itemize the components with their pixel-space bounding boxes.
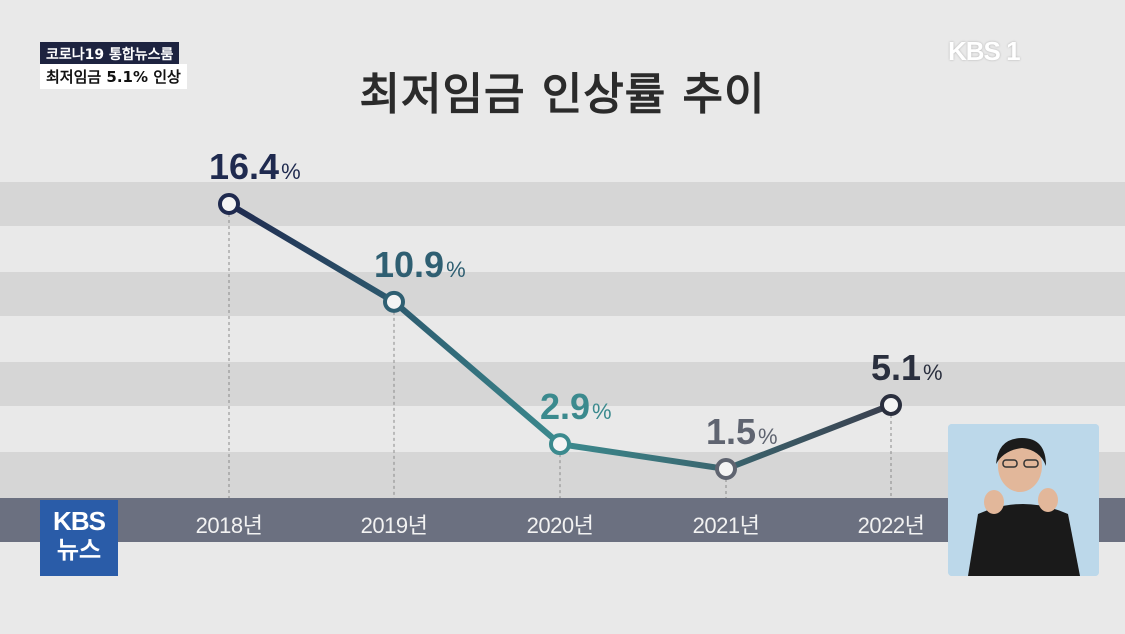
grid-band: [0, 272, 1125, 316]
data-label-value: 2.9: [540, 386, 591, 428]
program-badge: 코로나19 통합뉴스룸: [40, 42, 180, 66]
data-point-4: [880, 393, 902, 416]
data-label-unit: %: [758, 424, 778, 449]
series-line-segment: [723, 401, 894, 472]
sign-language-interpreter: [948, 424, 1099, 576]
x-tick-label: 2018년: [195, 513, 263, 538]
data-label-value: 10.9: [374, 243, 445, 285]
x-tick-label: 2019년: [360, 513, 428, 538]
x-tick-label: 2021년: [692, 513, 760, 538]
interpreter-image: [948, 424, 1099, 576]
x-axis-band: [0, 498, 1125, 542]
data-point-0: [218, 193, 240, 215]
series-line-segment: [226, 201, 397, 305]
data-point-3: [715, 458, 737, 480]
data-label-unit: %: [923, 359, 943, 385]
data-label-value: 16.4: [209, 146, 280, 187]
data-label-value: 5.1: [871, 346, 922, 388]
news-logo-kbs: KBS: [53, 506, 106, 536]
data-label-unit: %: [281, 159, 301, 184]
data-label-3: 1.5%: [706, 411, 778, 453]
data-label-2: 2.9%: [540, 386, 612, 428]
x-tick-label: 2020년: [526, 513, 594, 538]
channel-logo: KBS 1: [948, 36, 1021, 66]
kbs-news-logo: KBS 뉴스: [40, 500, 118, 576]
x-tick-label: 2022년: [857, 513, 925, 538]
data-label-1: 10.9%: [374, 244, 466, 286]
data-label-value: 1.5: [706, 411, 757, 452]
grid-band: [0, 362, 1125, 406]
data-label-unit: %: [446, 256, 466, 282]
headline-caption: 최저임금 5.1% 인상: [40, 64, 187, 89]
chart-title: 최저임금 인상률 추이: [359, 69, 766, 120]
grid-band: [0, 452, 1125, 498]
data-point-2: [549, 433, 571, 456]
series-line-segment: [391, 298, 563, 448]
data-label-0: 16.4%: [209, 146, 301, 188]
series-line-segment: [557, 441, 729, 472]
news-logo-news: 뉴스: [56, 537, 102, 564]
data-point-1: [383, 290, 405, 313]
grid-band: [0, 182, 1125, 226]
data-label-unit: %: [592, 399, 612, 425]
data-label-4: 5.1%: [871, 347, 943, 389]
